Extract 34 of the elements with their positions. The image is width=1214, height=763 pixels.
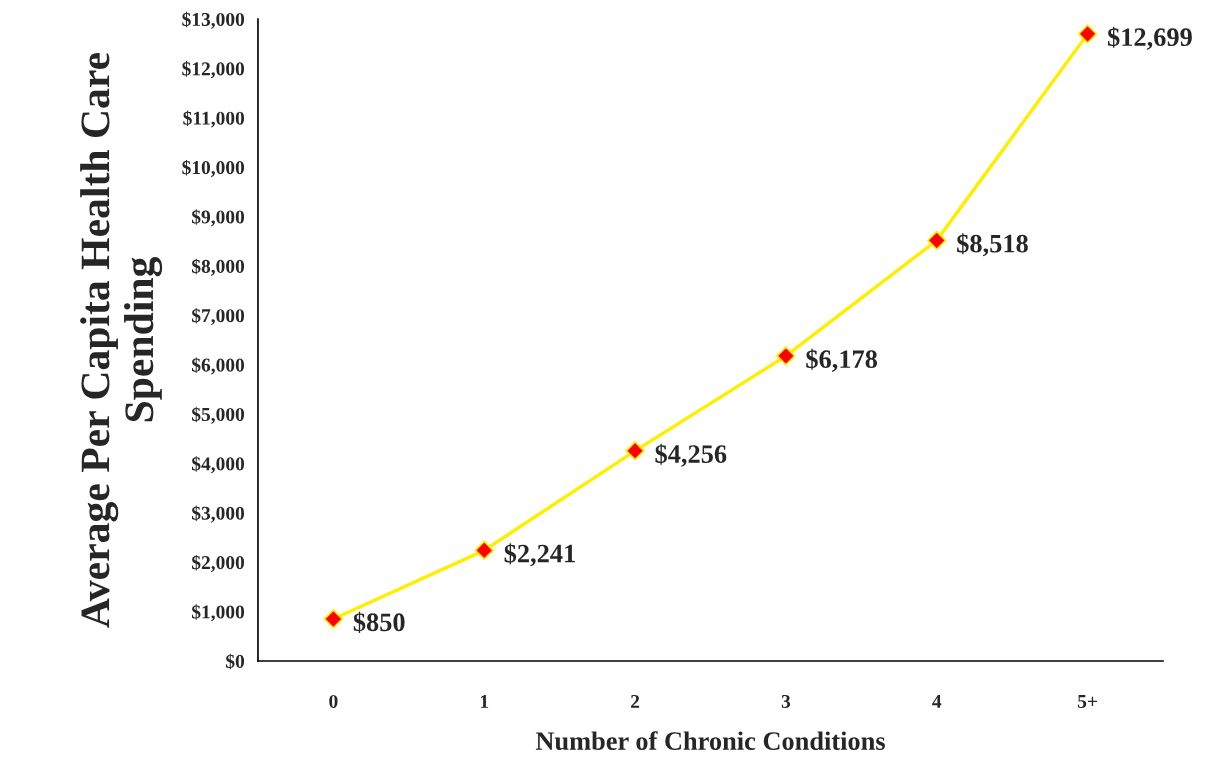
- y-tick-label: $13,000: [182, 11, 245, 29]
- data-label: $6,178: [806, 348, 878, 372]
- y-tick-label: $4,000: [192, 456, 245, 474]
- data-label: $4,256: [655, 443, 727, 467]
- y-tick-label: $7,000: [192, 308, 245, 326]
- x-tick-label: 5+: [1077, 695, 1097, 708]
- data-label: $850: [353, 611, 405, 633]
- y-tick-label: $2,000: [192, 554, 245, 572]
- y-tick-label: $3,000: [192, 505, 245, 523]
- point: [474, 540, 494, 561]
- y-axis-title: Average Per Capita Health Care Spending: [80, 52, 163, 628]
- point: [1077, 24, 1098, 44]
- point: [927, 230, 947, 251]
- y-tick-label: $12,000: [182, 61, 245, 79]
- x-tick-label: 1: [480, 694, 489, 708]
- x-tick-label: 4: [932, 695, 942, 708]
- point: [776, 346, 796, 366]
- y-tick-label: $11,000: [183, 110, 245, 128]
- data-label: $2,241: [504, 543, 575, 567]
- y-tick-label: $6,000: [192, 357, 245, 375]
- y-tick-label: $8,000: [192, 258, 245, 276]
- y-tick-label: $10,000: [182, 159, 245, 177]
- point: [625, 441, 645, 461]
- y-tick-label: $5,000: [192, 406, 245, 424]
- y-tick-label: $1,000: [192, 604, 245, 622]
- data-label: $12,699: [1107, 26, 1192, 50]
- data-label: $8,518: [957, 233, 1028, 257]
- x-tick-label: 3: [781, 694, 791, 708]
- y-tick-label: $9,000: [192, 209, 245, 227]
- x-tick-label: 2: [631, 694, 640, 708]
- point: [323, 609, 344, 629]
- y-tick-label: $0: [226, 653, 245, 670]
- x-axis-title: Number of Chronic Conditions: [535, 731, 885, 751]
- x-tick-label: 0: [329, 694, 338, 708]
